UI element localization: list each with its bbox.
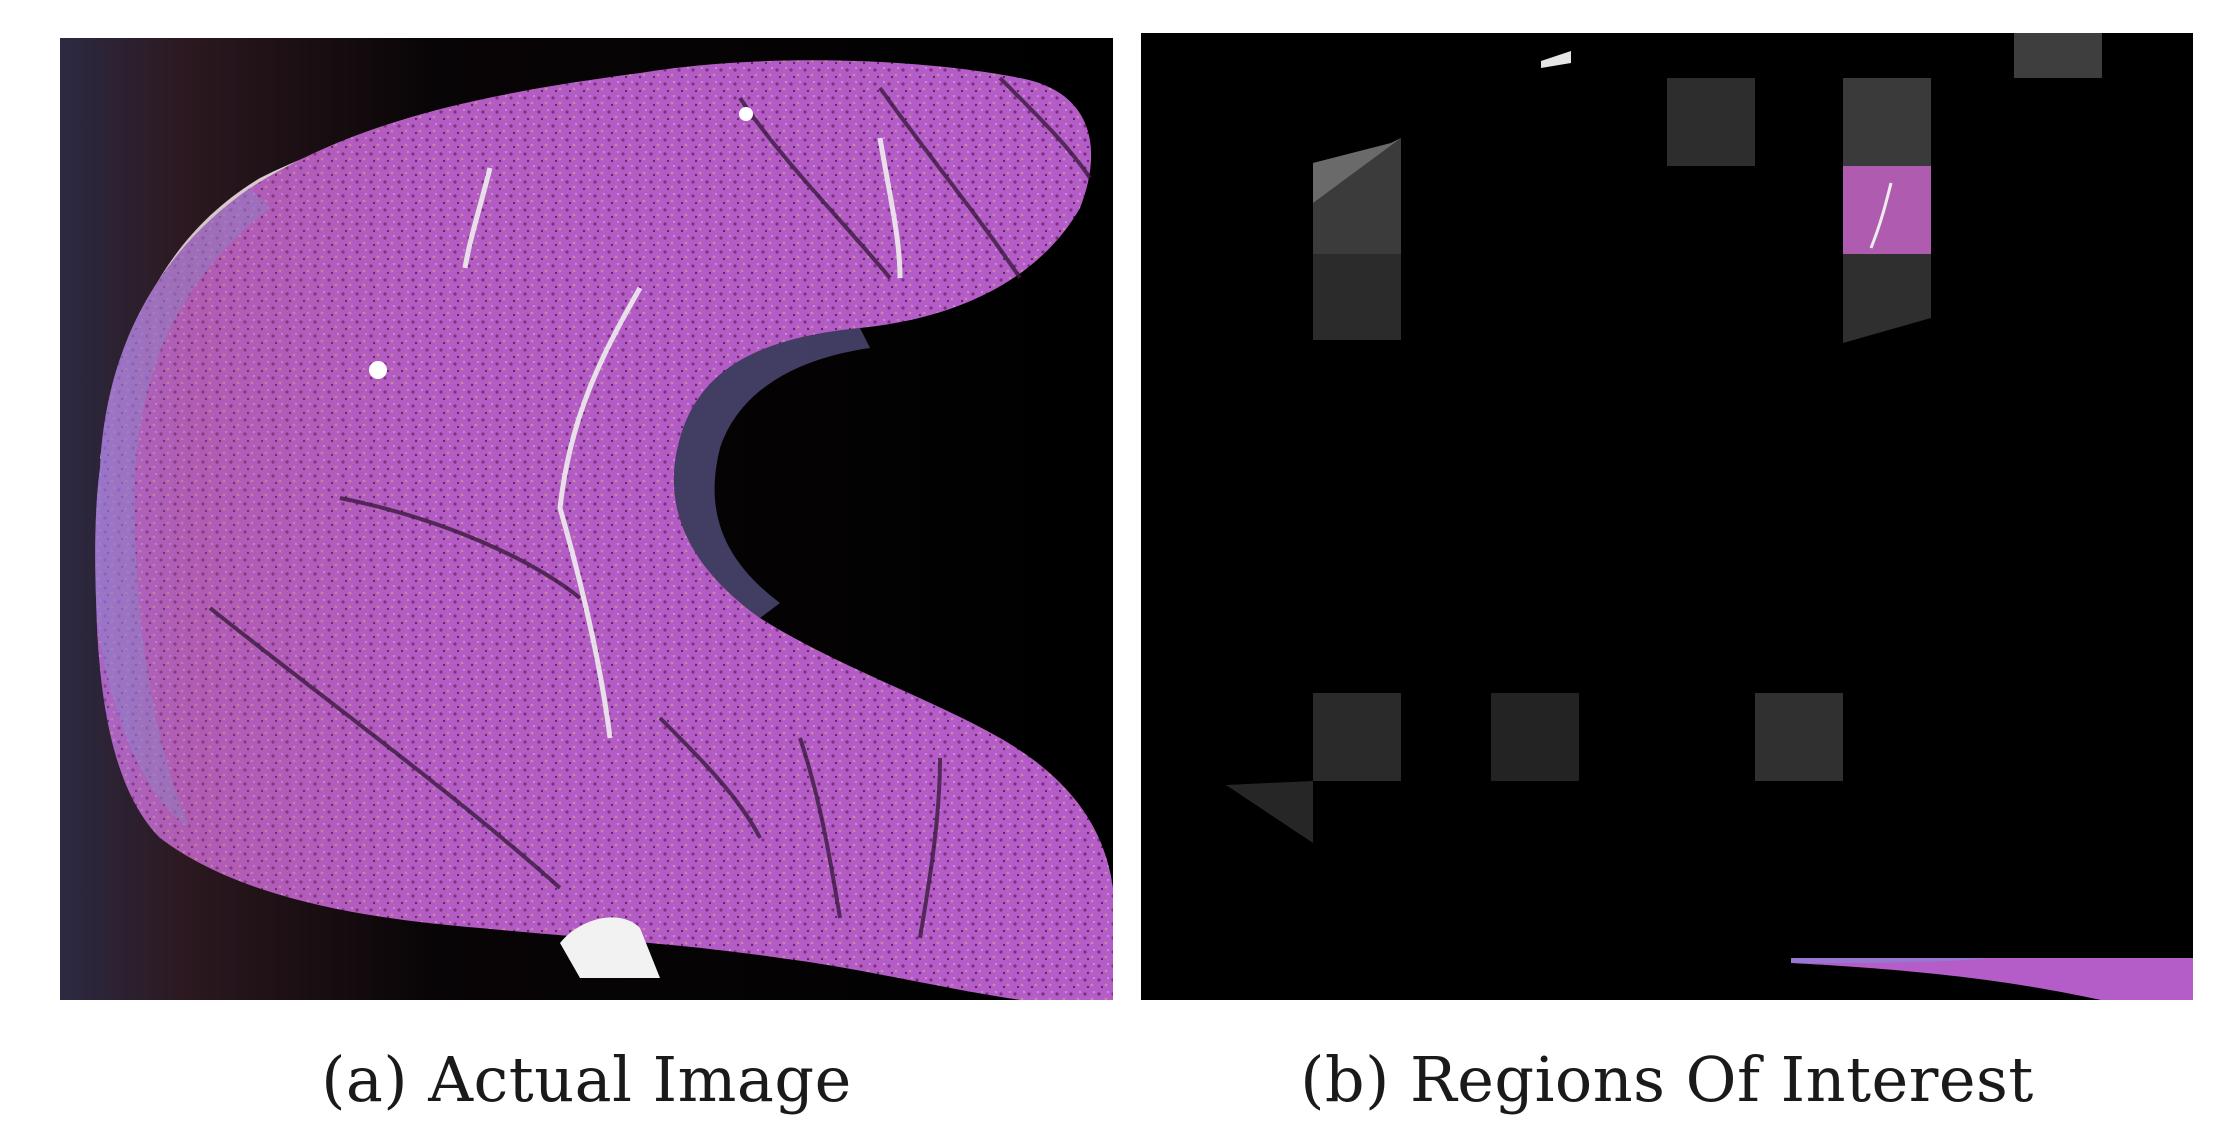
roi-tissue-strip	[1791, 958, 2193, 1000]
tissue-white-cracks	[462, 137, 903, 739]
actual-image-panel	[60, 38, 1113, 1000]
roi-tile-highlighted	[1843, 166, 1931, 254]
roi-tile-partial	[1226, 781, 1313, 843]
caption-actual-image: (a) Actual Image	[321, 1043, 852, 1116]
tissue-image	[60, 38, 1113, 1000]
roi-tile-partial	[1843, 254, 1931, 343]
roi-tile	[1313, 693, 1401, 781]
roi-tile-corner-highlight	[1313, 138, 1401, 203]
roi-map	[1226, 33, 2193, 1000]
tissue-spot	[369, 361, 387, 379]
roi-tile	[1313, 254, 1401, 340]
regions-of-interest-panel	[1141, 33, 2193, 1000]
roi-tile	[1667, 78, 1755, 166]
roi-tile	[2014, 33, 2102, 78]
tissue-gap	[560, 917, 660, 978]
roi-tile	[1755, 693, 1843, 781]
roi-tile-sliver	[1541, 51, 1571, 68]
roi-tile	[1843, 78, 1931, 166]
roi-tissue-strip-shade	[1791, 958, 1991, 963]
roi-tile	[1491, 693, 1579, 781]
caption-regions-of-interest: (b) Regions Of Interest	[1300, 1043, 2034, 1116]
tissue-fold-lines	[208, 76, 1092, 939]
tissue-spot	[739, 107, 753, 121]
